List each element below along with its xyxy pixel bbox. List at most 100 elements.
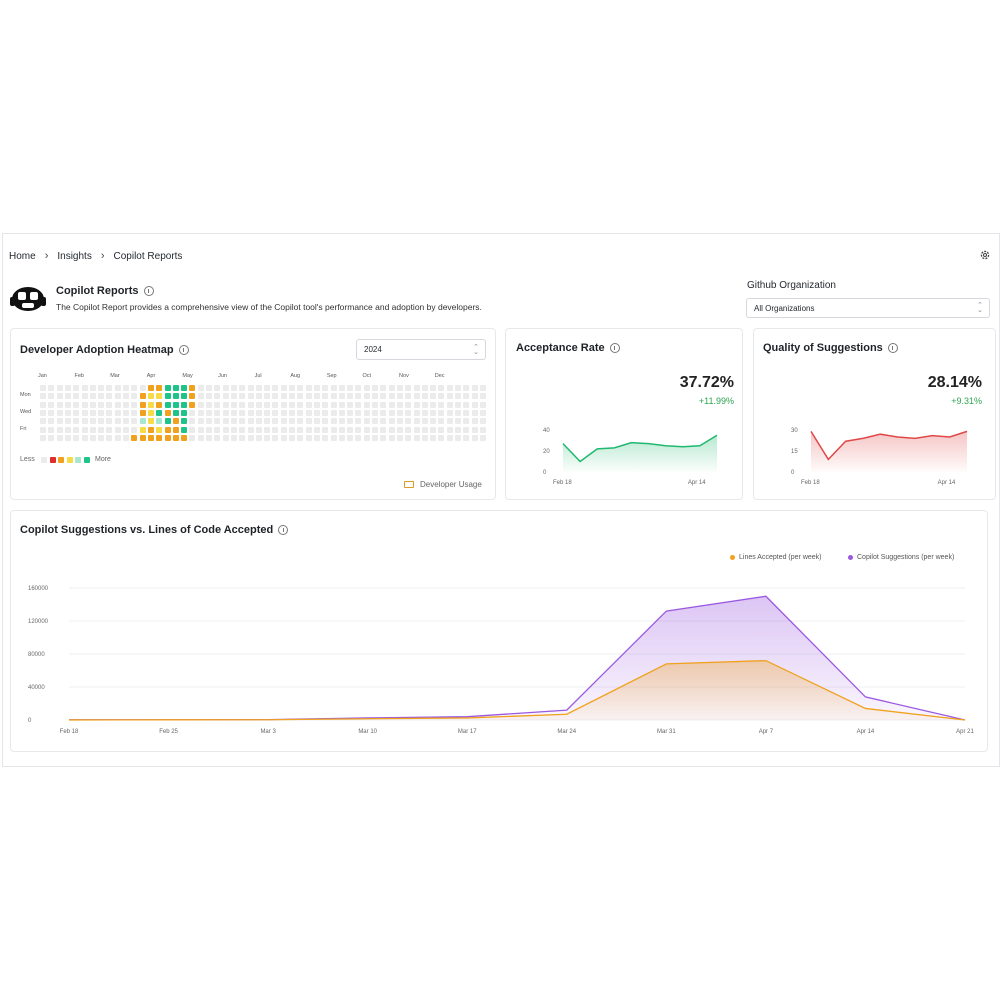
heatmap-cell[interactable] — [347, 401, 354, 408]
heatmap-cell[interactable] — [479, 393, 486, 400]
heatmap-cell[interactable] — [247, 385, 254, 391]
heatmap-cell[interactable] — [164, 426, 171, 433]
heatmap-cell[interactable] — [305, 393, 312, 400]
heatmap-cell[interactable] — [139, 385, 146, 391]
heatmap-cell[interactable] — [197, 385, 204, 391]
heatmap-cell[interactable] — [463, 401, 470, 408]
heatmap-cell[interactable] — [81, 418, 88, 425]
heatmap-cell[interactable] — [64, 426, 71, 433]
heatmap-cell[interactable] — [413, 418, 420, 425]
heatmap-cell[interactable] — [230, 409, 237, 416]
heatmap-cell[interactable] — [147, 401, 154, 408]
heatmap-cell[interactable] — [289, 434, 295, 441]
heatmap-cell[interactable] — [98, 434, 105, 441]
year-select[interactable]: 2024 ⌃ ⌄ — [356, 339, 486, 360]
heatmap-cell[interactable] — [455, 426, 461, 433]
legend-lines-accepted[interactable]: Lines Accepted (per week) — [730, 554, 822, 561]
heatmap-cell[interactable] — [147, 434, 154, 441]
heatmap-cell[interactable] — [156, 409, 163, 416]
heatmap-cell[interactable] — [214, 393, 221, 400]
heatmap-cell[interactable] — [388, 426, 395, 433]
heatmap-cell[interactable] — [479, 385, 486, 391]
heatmap-cell[interactable] — [48, 434, 55, 441]
heatmap-cell[interactable] — [413, 409, 420, 416]
legend-copilot-suggestions[interactable]: Copilot Suggestions (per week) — [848, 554, 954, 561]
heatmap-cell[interactable] — [139, 409, 146, 416]
heatmap-cell[interactable] — [139, 434, 146, 441]
heatmap-cell[interactable] — [156, 418, 163, 425]
heatmap-cell[interactable] — [330, 385, 337, 391]
heatmap-cell[interactable] — [239, 393, 246, 400]
heatmap-cell[interactable] — [89, 393, 96, 400]
heatmap-cell[interactable] — [131, 393, 138, 400]
heatmap-cell[interactable] — [380, 401, 387, 408]
heatmap-cell[interactable] — [455, 409, 461, 416]
heatmap-cell[interactable] — [89, 409, 96, 416]
heatmap-cell[interactable] — [189, 426, 196, 433]
heatmap-cell[interactable] — [380, 409, 387, 416]
heatmap-cell[interactable] — [446, 434, 453, 441]
heatmap-cell[interactable] — [421, 418, 428, 425]
heatmap-cell[interactable] — [114, 409, 121, 416]
gear-icon[interactable] — [979, 249, 991, 261]
heatmap-cell[interactable] — [56, 401, 63, 408]
heatmap-cell[interactable] — [471, 409, 478, 416]
heatmap-cell[interactable] — [355, 426, 362, 433]
heatmap-cell[interactable] — [197, 393, 204, 400]
heatmap-cell[interactable] — [405, 434, 412, 441]
heatmap-cell[interactable] — [139, 401, 146, 408]
heatmap-cell[interactable] — [305, 401, 312, 408]
heatmap-cell[interactable] — [405, 426, 412, 433]
heatmap-cell[interactable] — [197, 426, 204, 433]
heatmap-cell[interactable] — [363, 434, 370, 441]
heatmap-cell[interactable] — [239, 434, 246, 441]
heatmap-cell[interactable] — [405, 393, 412, 400]
heatmap-cell[interactable] — [347, 409, 354, 416]
heatmap-cell[interactable] — [189, 409, 196, 416]
heatmap-cell[interactable] — [388, 418, 395, 425]
heatmap-cell[interactable] — [322, 434, 329, 441]
heatmap-cell[interactable] — [396, 434, 403, 441]
heatmap-cell[interactable] — [89, 418, 96, 425]
heatmap-cell[interactable] — [56, 418, 63, 425]
heatmap-cell[interactable] — [98, 385, 105, 391]
heatmap-cell[interactable] — [106, 434, 113, 441]
heatmap-cell[interactable] — [64, 409, 71, 416]
heatmap-cell[interactable] — [438, 434, 445, 441]
heatmap-cell[interactable] — [463, 434, 470, 441]
heatmap-cell[interactable] — [123, 385, 129, 391]
heatmap-cell[interactable] — [156, 393, 163, 400]
heatmap-cell[interactable] — [289, 409, 295, 416]
heatmap-cell[interactable] — [380, 434, 387, 441]
heatmap-cell[interactable] — [471, 418, 478, 425]
heatmap-cell[interactable] — [222, 426, 229, 433]
heatmap-cell[interactable] — [355, 393, 362, 400]
heatmap-cell[interactable] — [297, 434, 304, 441]
heatmap-cell[interactable] — [405, 409, 412, 416]
breadcrumb-home[interactable]: Home — [9, 250, 36, 262]
heatmap-cell[interactable] — [280, 385, 287, 391]
heatmap-cell[interactable] — [280, 401, 287, 408]
heatmap-cell[interactable] — [131, 426, 138, 433]
heatmap-cell[interactable] — [64, 418, 71, 425]
heatmap-cell[interactable] — [172, 434, 179, 441]
heatmap-cell[interactable] — [388, 434, 395, 441]
heatmap-cell[interactable] — [114, 385, 121, 391]
heatmap-cell[interactable] — [255, 418, 262, 425]
heatmap-cell[interactable] — [305, 385, 312, 391]
heatmap-cell[interactable] — [380, 393, 387, 400]
heatmap-cell[interactable] — [189, 385, 196, 391]
heatmap-cell[interactable] — [48, 385, 55, 391]
heatmap-cell[interactable] — [98, 418, 105, 425]
heatmap-cell[interactable] — [106, 393, 113, 400]
heatmap-cell[interactable] — [313, 434, 320, 441]
heatmap-cell[interactable] — [206, 385, 212, 391]
heatmap-cell[interactable] — [289, 393, 295, 400]
heatmap-cell[interactable] — [280, 393, 287, 400]
heatmap-cell[interactable] — [479, 426, 486, 433]
heatmap-cell[interactable] — [89, 434, 96, 441]
heatmap-cell[interactable] — [139, 393, 146, 400]
heatmap-cell[interactable] — [89, 426, 96, 433]
heatmap-cell[interactable] — [280, 426, 287, 433]
heatmap-cell[interactable] — [181, 418, 188, 425]
